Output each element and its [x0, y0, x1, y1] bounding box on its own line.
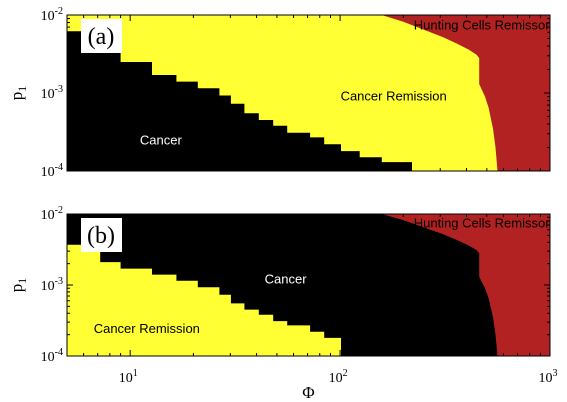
y-tick-label-exp: -2 [55, 6, 63, 17]
y-axis-label-sub: 1 [15, 86, 29, 92]
region-label-cancer: Cancer [140, 132, 183, 147]
plot-area: Hunting Cells Remisson Cancer Cancer Remis… [67, 214, 553, 356]
y-tick-label: 10-2 [41, 6, 63, 24]
y-axis-label-sub: 1 [15, 278, 29, 284]
x-tick-label-exp: 2 [343, 368, 348, 379]
y-tick-label-base: 10 [41, 165, 55, 180]
y-tick-label-exp: -3 [55, 276, 63, 287]
x-axis-label: Φ [302, 383, 314, 402]
y-tick-label: 10-3 [41, 84, 63, 102]
panel-tag-box [81, 218, 122, 252]
region-label-hunting-cells-remission: Hunting Cells Remisson [414, 18, 553, 33]
region-hunting-cells-remission [381, 214, 550, 356]
y-tick-label-base: 10 [41, 350, 55, 365]
y-tick-label: 10-4 [41, 347, 63, 365]
x-tick-label-exp: 1 [133, 368, 138, 379]
y-tick-label-exp: -4 [55, 162, 63, 173]
y-axis-label: p1 [7, 86, 29, 101]
x-tick-label-base: 10 [539, 371, 553, 386]
panel-b: Hunting Cells Remisson Cancer Cancer Remis… [7, 205, 553, 365]
region-label-cancer-remission: Cancer Remission [94, 321, 200, 336]
y-tick-label-exp: -4 [55, 347, 63, 358]
y-tick-label-exp: -3 [55, 84, 63, 95]
y-axis-label-main: p [7, 92, 26, 101]
y-tick-label: 10-3 [41, 276, 63, 294]
x-tick-label-exp: 3 [553, 368, 558, 379]
region-label-hunting-cells-remission: Hunting Cells Remisson [414, 215, 553, 230]
panel-tag-box [81, 19, 122, 53]
y-axis-label-main: p [7, 284, 26, 293]
x-tick-label-base: 10 [119, 371, 133, 386]
panel-tag: (a) [88, 24, 115, 50]
y-tick-label-base: 10 [41, 208, 55, 223]
panel-tag: (b) [87, 223, 115, 249]
x-tick-label: 103 [539, 368, 558, 386]
region-label-cancer: Cancer [265, 271, 308, 286]
x-tick-label: 101 [119, 368, 138, 386]
plot-area: Hunting Cells Remisson Cancer Remission Ca… [67, 15, 553, 171]
region-cancer-remission [67, 244, 341, 356]
region-hunting-cells-remission [381, 15, 550, 171]
y-tick-label-base: 10 [41, 279, 55, 294]
y-tick-label-exp: -2 [55, 205, 63, 216]
y-tick-label: 10-2 [41, 205, 63, 223]
y-tick-label-base: 10 [41, 9, 55, 24]
x-tick-label-base: 10 [329, 371, 343, 386]
y-axis-label: p1 [7, 278, 29, 293]
y-tick-label: 10-4 [41, 162, 63, 180]
region-cancer [67, 31, 412, 171]
x-tick-label: 102 [329, 368, 348, 386]
panel-a: Hunting Cells Remisson Cancer Remission Ca… [7, 6, 553, 180]
y-tick-label-base: 10 [41, 87, 55, 102]
region-label-cancer-remission: Cancer Remission [341, 89, 447, 104]
